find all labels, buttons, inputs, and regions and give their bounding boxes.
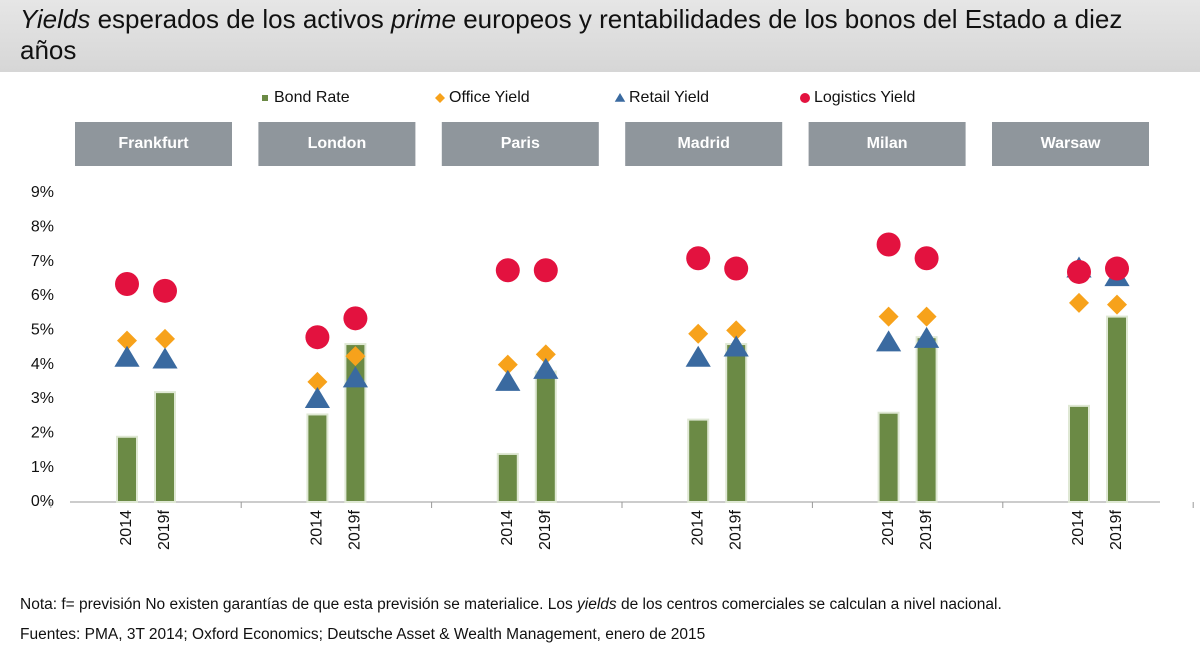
logistics-marker [1067,259,1091,284]
office-marker [535,344,556,365]
x-tick-label: 2014 [689,510,706,546]
bar [877,411,900,504]
y-tick-label: 0% [31,493,54,510]
group-box [75,122,232,166]
group-label: Warsaw [1041,135,1101,152]
note-part: Nota: f= previsión No existen garantías … [20,596,578,613]
office-marker [688,323,709,344]
note: Nota: f= previsión No existen garantías … [20,596,1002,614]
title-part: esperados de los activos [90,4,391,34]
retail-marker [114,345,140,367]
legend-symbol [435,93,445,103]
group-label: London [308,135,367,152]
note-part: de los centros comerciales se calculan a… [616,596,1002,613]
legend-symbol [262,95,268,101]
bar [496,452,519,503]
logistics-marker [153,278,177,303]
legend-symbol [800,93,810,103]
office-marker [726,320,747,341]
legend-label: Office Yield [449,89,530,106]
office-marker [345,346,366,367]
x-tick-label: 2014 [880,510,897,546]
group-label: Madrid [677,135,729,152]
title-part: prime [390,4,456,34]
group-label: Paris [501,135,540,152]
bar [1068,404,1090,503]
retail-marker [533,357,559,379]
logistics-marker [343,306,368,331]
source: Fuentes: PMA, 3T 2014; Oxford Economics;… [20,626,706,643]
bar [915,336,938,504]
office-marker [307,371,328,392]
logistics-marker [686,246,711,271]
group-label: Milan [867,135,908,152]
x-tick-label: 2014 [499,510,516,546]
x-tick-label: 2019f [1108,509,1125,550]
note-part: yields [577,596,617,613]
bar [1106,315,1128,503]
y-tick-label: 1% [31,459,54,476]
office-marker [1069,292,1089,313]
retail-marker [342,366,368,388]
legend-symbol [614,93,626,102]
y-tick-label: 7% [31,253,54,270]
retail-marker [876,330,902,352]
x-tick-label: 2019f [537,509,554,550]
legend-label: Bond Rate [274,89,350,106]
logistics-marker [1105,256,1129,281]
bar [154,391,176,503]
x-tick-label: 2019f [156,509,173,550]
retail-marker [304,387,330,408]
legend-label: Logistics Yield [814,89,915,106]
bar [306,413,329,504]
office-marker [1107,294,1127,315]
group-box [992,122,1149,166]
logistics-marker [914,246,939,271]
office-marker [117,330,137,351]
chart: Bond Rate Office Yield Retail Yield Logisti… [31,89,1194,550]
group-box [441,122,599,166]
y-tick-label: 6% [31,287,54,304]
retail-marker [152,347,178,369]
logistics-marker [876,232,901,257]
office-marker [916,306,937,327]
bar [725,343,748,504]
office-marker [155,328,175,349]
legend-label: Retail Yield [629,89,709,106]
group-box [258,122,416,166]
title-part: europeos y rentabilidades de los bonos d… [20,4,1130,65]
group-box [808,122,966,166]
logistics-marker [724,256,749,281]
x-tick-label: 2019f [918,509,935,550]
retail-marker [685,345,711,367]
chart-title: Yields esperados de los activos prime eu… [0,0,1200,72]
retail-marker [914,326,940,348]
x-tick-label: 2014 [309,510,326,546]
logistics-marker [115,271,139,296]
retail-marker [495,369,521,391]
bar [534,370,557,503]
bar [116,435,138,503]
y-tick-label: 8% [31,219,54,236]
y-tick-label: 9% [31,184,54,201]
bar [687,418,710,504]
office-marker [497,354,518,375]
title-part: Yields [20,4,91,34]
logistics-marker [533,258,558,283]
x-tick-label: 2019f [347,509,364,550]
office-marker [878,306,899,327]
y-tick-label: 2% [31,425,54,442]
retail-marker [723,335,749,357]
x-tick-label: 2019f [727,509,744,550]
logistics-marker [495,258,520,283]
x-tick-label: 2014 [118,510,135,546]
y-tick-label: 5% [31,322,54,339]
y-tick-label: 4% [31,356,54,373]
group-box [625,122,783,166]
group-label: Frankfurt [118,135,189,152]
logistics-marker [305,325,330,350]
y-tick-label: 3% [31,390,54,407]
x-tick-label: 2014 [1070,510,1087,546]
